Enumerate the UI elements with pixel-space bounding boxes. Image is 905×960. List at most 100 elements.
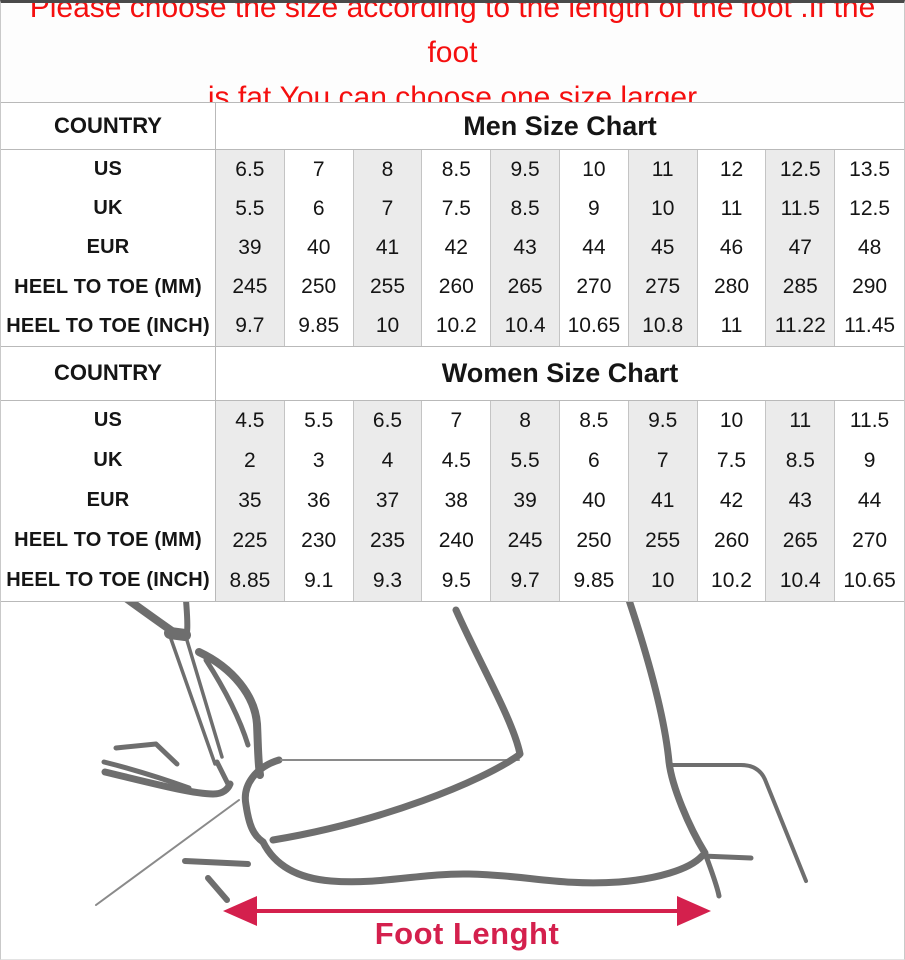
- arm-line: [124, 601, 176, 635]
- men-size-cell: 270: [560, 267, 629, 307]
- men-size-cell: 45: [628, 228, 698, 268]
- women-size-cell: 42: [697, 480, 767, 521]
- men-size-cell: 10.65: [560, 306, 629, 346]
- back-leg: [625, 601, 709, 857]
- men-size-cell: 41: [353, 228, 423, 268]
- women-size-cell: 260: [697, 520, 767, 561]
- women-size-cell: 225: [216, 520, 285, 561]
- women-size-cell: 9: [835, 440, 904, 481]
- foot-measure-figure: Foot Lenght: [1, 601, 904, 959]
- women-size-cell: 10.4: [766, 560, 836, 601]
- men-size-cell: 12: [697, 150, 767, 190]
- pencil-tip: [214, 759, 231, 787]
- foot-length-arrow: [223, 895, 711, 926]
- women-size-cell: 9.5: [422, 560, 492, 601]
- women-size-cell: 10: [697, 400, 767, 441]
- men-size-cell: 250: [284, 267, 354, 307]
- men-size-cell: 280: [697, 267, 767, 307]
- women-size-cell: 240: [422, 520, 492, 561]
- women-size-table: COUNTRY Women Size Chart US 4.5 5.5 6.5 7 8 8.5 9…: [1, 345, 904, 602]
- men-size-cell: 10.2: [422, 306, 492, 346]
- men-size-cell: 9.5: [491, 150, 560, 190]
- men-row-label: US: [1, 150, 216, 190]
- men-size-cell: 47: [766, 228, 836, 268]
- women-size-cell: 40: [560, 480, 629, 521]
- women-table-title: Women Size Chart: [216, 346, 904, 401]
- wrist-line: [183, 601, 191, 635]
- men-size-cell: 39: [216, 228, 285, 268]
- men-size-cell: 12.5: [835, 189, 904, 229]
- heel-tick: [699, 853, 754, 861]
- women-size-cell: 43: [766, 480, 836, 521]
- men-size-cell: 42: [422, 228, 492, 268]
- women-size-cell: 235: [353, 520, 423, 561]
- women-size-cell: 9.3: [353, 560, 423, 601]
- women-size-cell: 7.5: [697, 440, 767, 481]
- men-size-cell: 8.5: [491, 189, 560, 229]
- toe-tick-horizontal: [182, 857, 251, 867]
- men-size-cell: 290: [835, 267, 904, 307]
- men-row-label: EUR: [1, 228, 216, 268]
- men-size-cell: 275: [628, 267, 698, 307]
- men-size-cell: 44: [560, 228, 629, 268]
- pencil-right-edge: [184, 635, 224, 759]
- men-size-cell: 260: [422, 267, 492, 307]
- toe-front: [241, 756, 283, 846]
- women-size-cell: 36: [284, 480, 354, 521]
- women-size-cell: 9.1: [284, 560, 354, 601]
- toe-tick-diagonal: [205, 874, 230, 903]
- women-size-cell: 11: [766, 400, 836, 441]
- men-size-cell: 265: [491, 267, 560, 307]
- men-size-cell: 8: [353, 150, 423, 190]
- size-notice: Please choose the size according to the …: [1, 3, 904, 114]
- women-size-cell: 8: [491, 400, 560, 441]
- women-size-cell: 5.5: [284, 400, 354, 441]
- men-size-cell: 5.5: [216, 189, 285, 229]
- men-table-title: Men Size Chart: [216, 103, 904, 150]
- men-size-cell: 48: [835, 228, 904, 268]
- men-size-cell: 40: [284, 228, 354, 268]
- women-size-cell: 265: [766, 520, 836, 561]
- women-size-cell: 270: [835, 520, 904, 561]
- men-size-cell: 11: [697, 189, 767, 229]
- women-size-cell: 5.5: [491, 440, 560, 481]
- women-size-cell: 10.65: [835, 560, 904, 601]
- men-size-cell: 13.5: [835, 150, 904, 190]
- women-size-cell: 8.5: [560, 400, 629, 441]
- thumb-inner-line: [203, 657, 251, 748]
- front-shin: [452, 606, 524, 758]
- women-size-cell: 245: [491, 520, 560, 561]
- women-row-label: HEEL TO TOE (INCH): [1, 560, 216, 601]
- sole-line: [259, 838, 706, 887]
- surface-edge-line: [95, 798, 240, 906]
- women-size-cell: 4.5: [422, 440, 492, 481]
- women-size-cell: 4: [353, 440, 423, 481]
- women-size-cell: 38: [422, 480, 492, 521]
- men-size-cell: 245: [216, 267, 285, 307]
- men-size-cell: 9.85: [284, 306, 354, 346]
- men-size-cell: 7: [353, 189, 423, 229]
- pencil-left-edge: [169, 637, 217, 766]
- instep-curve: [269, 751, 523, 844]
- men-row-label: HEEL TO TOE (MM): [1, 267, 216, 307]
- men-size-cell: 9.7: [216, 306, 285, 346]
- women-size-cell: 35: [216, 480, 285, 521]
- men-size-cell: 8.5: [422, 150, 492, 190]
- women-size-cell: 2: [216, 440, 285, 481]
- women-row-label: HEEL TO TOE (MM): [1, 520, 216, 561]
- men-size-cell: 285: [766, 267, 836, 307]
- men-size-cell: 10: [353, 306, 423, 346]
- women-size-cell: 10.2: [697, 560, 767, 601]
- men-size-cell: 7.5: [422, 189, 492, 229]
- men-size-cell: 11: [697, 306, 767, 346]
- men-size-cell: 10: [560, 150, 629, 190]
- men-size-table: COUNTRY Men Size Chart US 6.5 7 8 8.5 9.5 10 11 12…: [1, 102, 904, 346]
- men-size-cell: 7: [284, 150, 354, 190]
- men-size-cell: 10: [628, 189, 698, 229]
- thumb-outline: [195, 647, 264, 779]
- women-row-label: EUR: [1, 480, 216, 521]
- arrow-left-head: [223, 895, 257, 926]
- men-size-cell: 6.5: [216, 150, 285, 190]
- foot-length-label: Foot Lenght: [374, 915, 560, 951]
- men-size-cell: 10.8: [628, 306, 698, 346]
